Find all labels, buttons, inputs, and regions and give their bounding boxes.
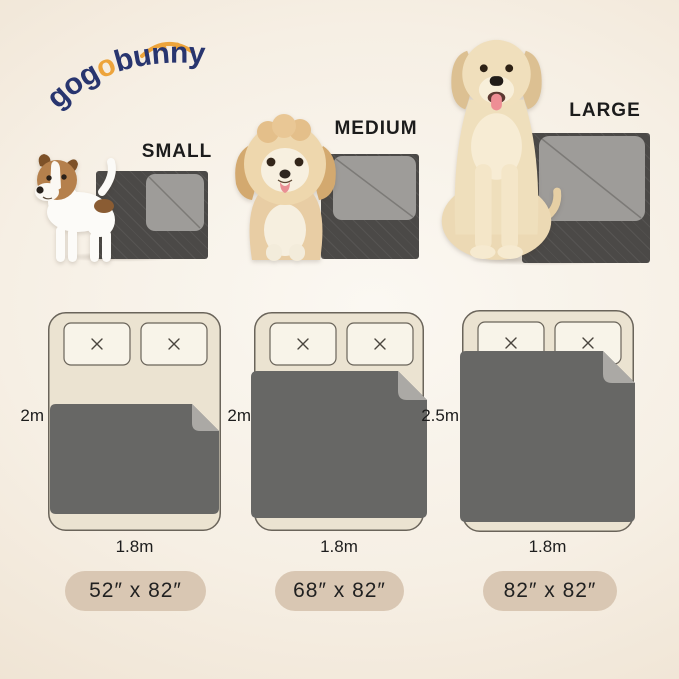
size-label-small: SMALL xyxy=(141,141,213,162)
pillow-x-icon xyxy=(91,338,103,350)
dog-nose xyxy=(36,186,44,194)
dog-paw xyxy=(497,245,523,259)
dog-mouth xyxy=(42,196,53,200)
dog-nose xyxy=(489,76,504,86)
blanket-fold-corner xyxy=(192,404,219,431)
dog-eye xyxy=(61,174,67,180)
dog-blaze xyxy=(50,161,61,191)
bed-width-large: 1.8m xyxy=(528,537,567,556)
dimensions-pill-medium: 68″ x 82″ xyxy=(275,571,404,611)
dog-small-jack-russell xyxy=(35,154,116,262)
dog-medium-fluffy-puppy xyxy=(235,114,336,261)
dog-tongue xyxy=(280,182,290,193)
blanket-fold-corner xyxy=(603,351,635,383)
dog-nose xyxy=(279,169,291,179)
blanket-photo-medium xyxy=(321,154,419,259)
blanket-photo-small xyxy=(96,171,208,259)
dog-eye xyxy=(479,64,488,73)
dog-muzzle xyxy=(478,76,515,104)
brand-logo: gogobunny xyxy=(40,37,207,115)
dog-chest xyxy=(264,204,306,256)
bunny-eye-dot-icon xyxy=(173,42,181,50)
bed-diagram-medium xyxy=(251,312,427,531)
dog-eye xyxy=(294,157,304,167)
dog-leg xyxy=(56,226,65,262)
fold-crease xyxy=(335,158,414,218)
dog-crown-fluff xyxy=(272,114,296,138)
blanket-fold-corner xyxy=(398,371,427,400)
dog-chest xyxy=(471,113,522,180)
dog-eye xyxy=(505,64,514,73)
dog-paw xyxy=(470,245,496,259)
blanket-coverage xyxy=(460,351,635,522)
size-label-large: LARGE xyxy=(569,100,641,121)
dimensions-pill-large: 82″ x 82″ xyxy=(483,571,617,611)
dog-leg xyxy=(501,164,518,251)
fold-crease xyxy=(541,138,642,219)
bed-length-large: 2.5m xyxy=(421,406,459,425)
pillow-x-icon xyxy=(374,338,386,350)
bed-width-medium: 1.8m xyxy=(320,537,358,556)
pillow-x-icon xyxy=(505,337,517,349)
dimensions-pill-small: 52″ x 82″ xyxy=(65,571,206,611)
dog-leg xyxy=(102,230,111,262)
bed-length-small: 2m xyxy=(20,406,44,425)
blanket-coverage xyxy=(50,404,219,514)
dog-leg xyxy=(474,164,492,251)
dog-tongue xyxy=(491,93,502,111)
dog-paw xyxy=(289,244,305,261)
brand-name: gogobunny xyxy=(40,37,206,115)
pillow-x-icon xyxy=(297,338,309,350)
blanket-photo-large xyxy=(522,133,650,263)
bunny-eye-dot-icon xyxy=(159,44,167,52)
bed-diagram-large xyxy=(460,310,635,532)
fold-crease xyxy=(148,176,201,229)
blanket-coverage xyxy=(251,371,427,518)
bed-length-medium: 2m xyxy=(227,406,251,425)
dog-patch xyxy=(94,199,114,213)
dog-leg xyxy=(90,232,99,262)
dog-tail xyxy=(98,158,116,196)
pillow-x-icon xyxy=(168,338,180,350)
dog-large-golden-retriever xyxy=(441,39,562,260)
bed-diagram-small xyxy=(48,312,221,531)
bunny-ears-arc-icon xyxy=(140,42,195,58)
dog-mouth xyxy=(277,179,293,184)
dog-leg xyxy=(68,228,77,262)
bed-width-small: 1.8m xyxy=(115,537,154,556)
pillow-x-icon xyxy=(582,337,594,349)
size-label-medium: MEDIUM xyxy=(334,118,418,139)
dog-eye xyxy=(266,157,276,167)
dog-eye xyxy=(46,175,52,181)
dog-paw xyxy=(266,244,282,261)
